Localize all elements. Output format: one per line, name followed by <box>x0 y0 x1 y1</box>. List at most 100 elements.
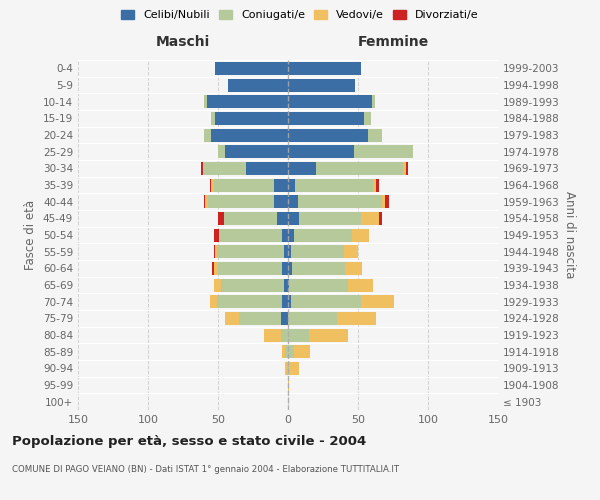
Bar <box>292 262 346 275</box>
Bar <box>361 295 394 308</box>
Bar <box>385 195 389 208</box>
Bar <box>288 228 293 241</box>
Bar <box>288 262 292 275</box>
Bar <box>211 128 288 141</box>
Bar <box>204 162 246 175</box>
Bar <box>274 195 288 208</box>
Bar <box>221 278 284 291</box>
Bar <box>287 362 288 375</box>
Bar <box>214 262 218 275</box>
Bar <box>274 178 288 192</box>
Text: Popolazione per età, sesso e stato civile - 2004: Popolazione per età, sesso e stato civil… <box>12 435 366 448</box>
Bar <box>218 145 225 158</box>
Bar <box>201 162 203 175</box>
Bar <box>246 162 288 175</box>
Bar <box>204 95 207 108</box>
Bar <box>204 195 205 208</box>
Bar <box>283 295 288 308</box>
Bar <box>348 278 373 291</box>
Bar <box>291 295 361 308</box>
Bar <box>288 95 372 108</box>
Bar <box>288 312 337 325</box>
Bar <box>346 262 362 275</box>
Text: Maschi: Maschi <box>156 35 210 49</box>
Bar <box>264 328 281 342</box>
Bar <box>209 178 211 192</box>
Bar <box>281 312 288 325</box>
Bar <box>215 245 217 258</box>
Bar <box>288 195 298 208</box>
Bar <box>207 95 288 108</box>
Bar <box>288 128 368 141</box>
Bar <box>217 295 283 308</box>
Bar <box>299 212 361 225</box>
Bar <box>211 112 215 125</box>
Bar <box>382 195 385 208</box>
Bar <box>281 328 288 342</box>
Bar <box>364 112 371 125</box>
Bar <box>288 112 364 125</box>
Bar <box>228 78 288 92</box>
Bar <box>224 212 277 225</box>
Bar <box>217 245 284 258</box>
Bar <box>298 195 382 208</box>
Bar <box>208 195 274 208</box>
Bar <box>214 278 221 291</box>
Bar <box>220 228 283 241</box>
Bar <box>293 228 352 241</box>
Bar <box>215 62 288 75</box>
Bar <box>285 345 288 358</box>
Bar <box>337 312 376 325</box>
Bar <box>288 295 291 308</box>
Bar <box>372 95 375 108</box>
Bar <box>352 228 369 241</box>
Bar <box>211 178 214 192</box>
Bar <box>215 112 288 125</box>
Bar <box>288 378 289 392</box>
Bar <box>288 345 293 358</box>
Y-axis label: Anni di nascita: Anni di nascita <box>563 192 576 278</box>
Bar <box>354 145 413 158</box>
Bar <box>214 178 274 192</box>
Bar <box>277 212 288 225</box>
Bar <box>218 212 224 225</box>
Bar <box>284 278 288 291</box>
Bar <box>214 228 220 241</box>
Bar <box>289 278 348 291</box>
Bar <box>225 312 239 325</box>
Bar <box>379 212 382 225</box>
Bar <box>295 178 373 192</box>
Bar <box>212 262 214 275</box>
Bar <box>344 245 358 258</box>
Bar <box>205 195 208 208</box>
Bar <box>288 62 361 75</box>
Bar <box>218 262 283 275</box>
Bar <box>288 145 354 158</box>
Bar <box>204 128 211 141</box>
Bar <box>373 178 376 192</box>
Legend: Celibi/Nubili, Coniugati/e, Vedovi/e, Divorziati/e: Celibi/Nubili, Coniugati/e, Vedovi/e, Di… <box>117 6 483 25</box>
Bar <box>203 162 204 175</box>
Bar <box>288 78 355 92</box>
Bar <box>309 328 348 342</box>
Bar <box>361 212 379 225</box>
Bar <box>288 362 289 375</box>
Bar <box>214 245 215 258</box>
Bar <box>289 362 299 375</box>
Bar <box>288 162 316 175</box>
Bar <box>225 145 288 158</box>
Bar <box>288 278 289 291</box>
Bar <box>285 362 287 375</box>
Bar <box>403 162 406 175</box>
Bar <box>288 178 295 192</box>
Bar <box>368 128 382 141</box>
Bar <box>284 245 288 258</box>
Bar <box>288 245 291 258</box>
Bar <box>239 312 281 325</box>
Bar <box>288 212 299 225</box>
Bar <box>293 345 310 358</box>
Bar <box>283 345 285 358</box>
Bar <box>288 328 309 342</box>
Y-axis label: Fasce di età: Fasce di età <box>25 200 37 270</box>
Bar <box>376 178 379 192</box>
